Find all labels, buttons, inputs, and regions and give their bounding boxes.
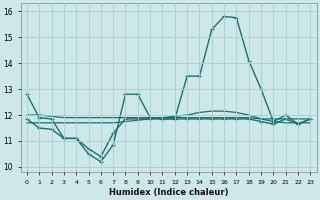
X-axis label: Humidex (Indice chaleur): Humidex (Indice chaleur)	[109, 188, 228, 197]
